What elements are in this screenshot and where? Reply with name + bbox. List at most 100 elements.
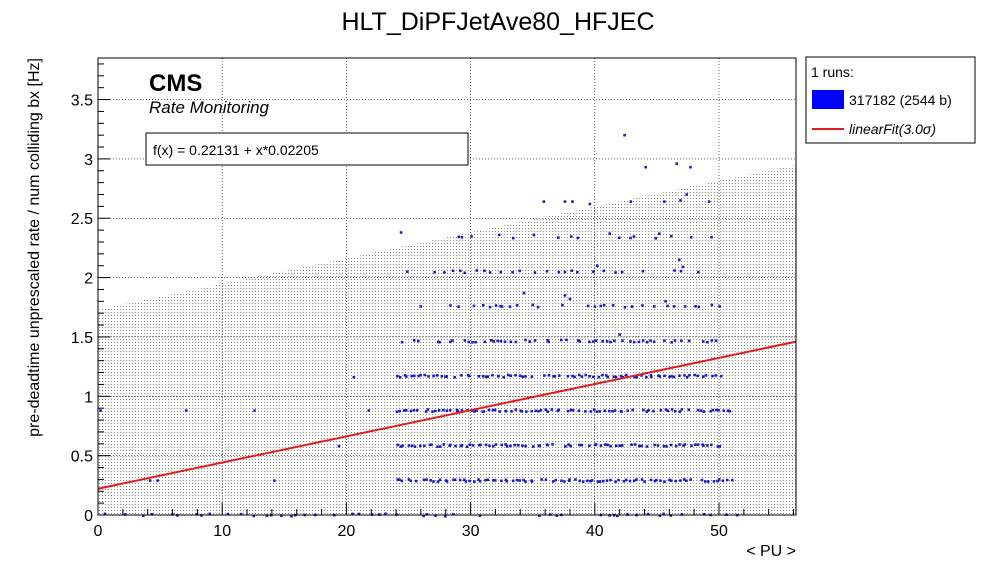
data-point: [643, 480, 646, 483]
data-point: [505, 445, 509, 448]
data-point: [405, 270, 409, 273]
data-point: [468, 443, 472, 447]
data-point: [546, 410, 549, 413]
data-point: [619, 374, 623, 378]
data-point: [577, 409, 581, 413]
fit-line: [97, 340, 797, 490]
data-point: [624, 478, 628, 482]
data-point: [680, 513, 684, 516]
data-point: [504, 478, 508, 482]
data-point: [678, 410, 682, 413]
data-point: [576, 236, 580, 240]
data-point: [590, 479, 594, 482]
data-point: [594, 443, 598, 446]
data-point: [700, 478, 704, 482]
legend-entry-run: 317182 (2544 b): [849, 92, 952, 108]
data-point: [662, 444, 666, 448]
data-point: [679, 269, 683, 273]
data-point: [463, 339, 467, 342]
data-point: [239, 512, 243, 516]
data-point: [652, 409, 655, 413]
data-point: [611, 409, 614, 413]
data-point: [398, 409, 402, 413]
data-point: [405, 409, 408, 412]
data-point: [412, 339, 416, 342]
data-point: [518, 479, 522, 482]
fit-formula-label: f(x) = 0.22131 + x*0.02205: [153, 142, 319, 158]
data-point: [645, 375, 648, 379]
data-point: [721, 479, 725, 483]
data-point: [553, 374, 557, 378]
data-point: [557, 236, 560, 239]
data-point: [630, 443, 633, 447]
data-point: [432, 480, 435, 483]
data-point: [141, 514, 145, 518]
data-point: [563, 200, 567, 203]
data-point: [655, 478, 658, 482]
data-point: [499, 304, 502, 308]
y-tick-label: 1.5: [71, 330, 93, 347]
data-point: [494, 443, 498, 446]
data-point: [419, 444, 422, 448]
y-tick-label: 0: [84, 508, 93, 525]
data-point: [678, 374, 681, 378]
data-point: [569, 408, 573, 412]
data-point: [423, 444, 426, 448]
data-point: [652, 305, 656, 308]
data-point: [539, 408, 543, 412]
data-point: [543, 374, 546, 377]
data-point: [576, 270, 579, 274]
data-point: [589, 410, 593, 413]
data-point: [414, 479, 418, 483]
data-point: [722, 409, 726, 413]
data-point: [99, 409, 102, 412]
data-point: [624, 373, 628, 377]
data-point: [415, 409, 419, 412]
data-point: [425, 512, 429, 516]
data-point: [184, 409, 188, 412]
data-point: [640, 478, 644, 481]
data-point: [456, 409, 460, 413]
x-tick-label: 40: [586, 523, 604, 540]
data-point: [570, 269, 573, 273]
data-point: [670, 408, 674, 411]
data-point: [578, 340, 582, 343]
data-point: [493, 408, 497, 412]
data-point: [707, 200, 711, 203]
data-point: [703, 480, 707, 483]
data-point: [530, 480, 534, 483]
plot-frame: [97, 57, 797, 516]
data-point: [680, 408, 684, 411]
data-point: [399, 231, 403, 234]
data-point: [620, 444, 624, 447]
data-point: [614, 375, 618, 379]
data-point: [398, 478, 401, 481]
data-point: [156, 479, 159, 482]
data-point: [574, 478, 577, 481]
data-point: [530, 409, 533, 413]
data-point: [626, 409, 629, 413]
data-point: [711, 408, 715, 412]
data-point: [443, 271, 446, 274]
data-point: [601, 373, 604, 377]
data-point: [613, 339, 616, 343]
data-point: [683, 305, 687, 308]
y-tick-label: 0.5: [71, 449, 93, 466]
data-point: [493, 479, 497, 482]
data-point: [451, 339, 454, 342]
data-point: [663, 200, 666, 203]
data-point: [689, 478, 692, 481]
data-point: [663, 339, 666, 342]
data-point: [438, 340, 441, 344]
x-axis-ticks: 0 10 20 30 40 50: [94, 503, 795, 540]
data-point: [578, 479, 581, 483]
data-point: [693, 373, 696, 377]
data-point: [555, 514, 559, 517]
fit-uncertainty-band: [98, 164, 796, 515]
data-point: [679, 199, 682, 202]
data-point: [419, 373, 422, 377]
data-point: [640, 444, 643, 448]
data-point: [253, 409, 256, 412]
data-point: [659, 479, 662, 482]
data-point: [706, 340, 709, 344]
